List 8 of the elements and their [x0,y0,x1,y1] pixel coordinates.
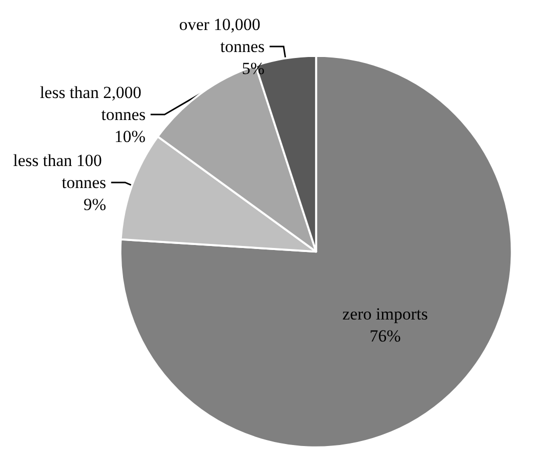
slice-label: zero imports [342,304,428,324]
data-label: 9% [83,194,106,214]
slice-label: less than 2,000 tonnes [40,82,146,124]
slice-label: less than 100 tonnes [13,150,106,192]
slice-label: over 10,000 tonnes [179,14,265,56]
data-label: 5% [242,58,265,78]
data-label: 76% [370,326,401,346]
data-label: 10% [114,126,146,146]
